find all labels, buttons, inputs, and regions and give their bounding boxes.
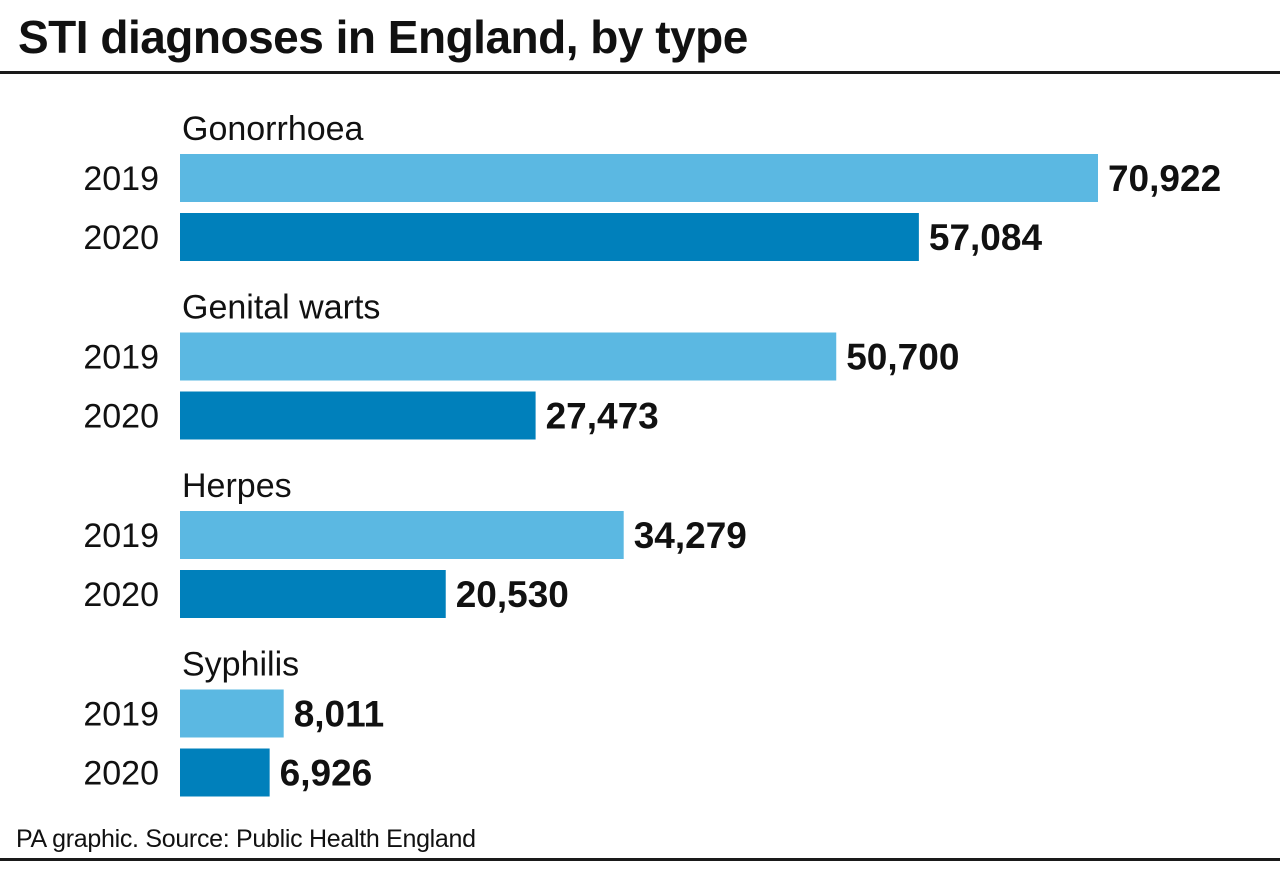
- value-label-genital-warts-2019: 50,700: [846, 337, 959, 378]
- chart-title: STI diagnoses in England, by type: [18, 11, 748, 63]
- value-label-syphilis-2019: 8,011: [294, 694, 385, 735]
- bottom-rule: [0, 858, 1280, 861]
- year-label-genital-warts-2020: 2020: [83, 398, 159, 436]
- group-label-gonorrhoea: Gonorrhoea: [182, 110, 364, 148]
- source-note: PA graphic. Source: Public Health Englan…: [16, 825, 476, 853]
- bar-syphilis-2019: [180, 689, 284, 738]
- value-label-syphilis-2020: 6,926: [280, 753, 373, 794]
- bar-genital-warts-2019: [180, 332, 837, 381]
- group-label-genital-warts: Genital warts: [182, 289, 380, 327]
- year-label-herpes-2019: 2019: [83, 517, 159, 555]
- year-label-herpes-2020: 2020: [83, 576, 159, 614]
- bar-gonorrhoea-2020: [180, 213, 919, 261]
- year-label-gonorrhoea-2019: 2019: [83, 160, 159, 198]
- value-label-herpes-2019: 34,279: [634, 515, 747, 556]
- bar-gonorrhoea-2019: [180, 154, 1098, 202]
- value-label-herpes-2020: 20,530: [456, 574, 569, 615]
- year-label-syphilis-2020: 2020: [83, 755, 159, 793]
- bar-herpes-2019: [180, 511, 624, 559]
- year-label-gonorrhoea-2020: 2020: [83, 219, 159, 257]
- year-label-syphilis-2019: 2019: [83, 696, 159, 734]
- bar-syphilis-2020: [180, 748, 270, 797]
- value-label-gonorrhoea-2020: 57,084: [929, 217, 1043, 258]
- year-label-genital-warts-2019: 2019: [83, 339, 159, 377]
- value-label-genital-warts-2020: 27,473: [546, 396, 659, 437]
- value-label-gonorrhoea-2019: 70,922: [1108, 158, 1221, 199]
- top-rule: [0, 71, 1280, 74]
- bar-herpes-2020: [180, 570, 446, 618]
- group-label-syphilis: Syphilis: [182, 646, 299, 684]
- group-label-herpes: Herpes: [182, 467, 292, 505]
- bar-genital-warts-2020: [180, 391, 536, 440]
